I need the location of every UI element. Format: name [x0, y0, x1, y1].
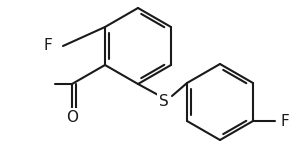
Text: F: F: [281, 114, 289, 129]
Text: S: S: [159, 95, 169, 109]
Text: O: O: [66, 111, 78, 125]
Text: F: F: [44, 39, 52, 53]
